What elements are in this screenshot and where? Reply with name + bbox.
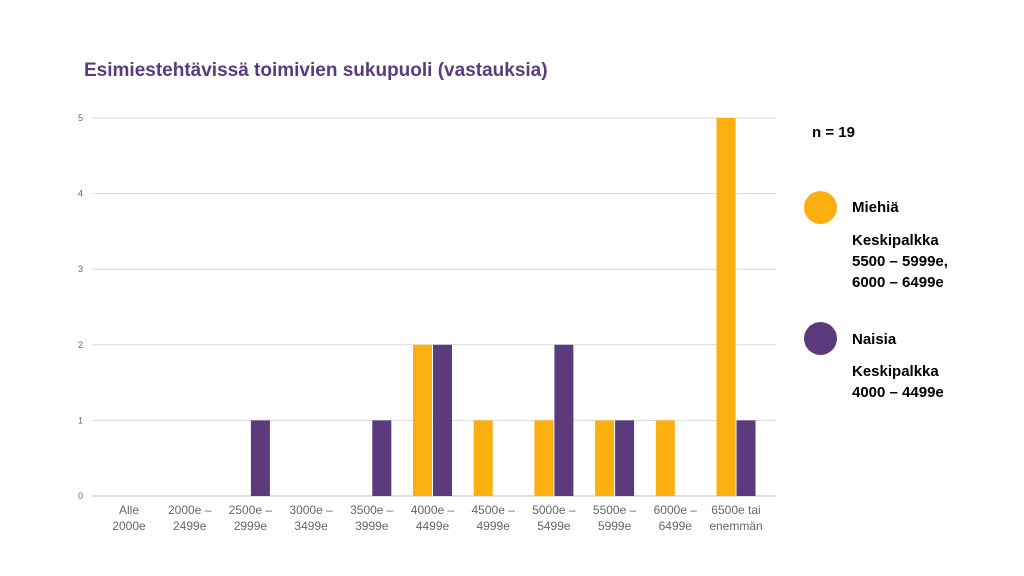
legend-men-note-line: 5500 – 5999e, (852, 253, 948, 270)
y-tick-label: 2 (78, 340, 83, 350)
bar-men (413, 344, 432, 496)
y-tick-label: 5 (78, 113, 83, 123)
bar-men (473, 420, 493, 496)
y-tick-label: 3 (78, 264, 83, 274)
bar-men (534, 420, 554, 496)
legend-women-note-line: Keskipalkka (852, 363, 939, 380)
bar-women (736, 420, 756, 496)
x-tick-label: Alle 2000e (112, 503, 146, 533)
legend-women-note: Keskipalkka 4000 – 4499e (852, 361, 944, 403)
legend-women-label: Naisia (852, 331, 897, 348)
x-tick-label: 5500e –5999e (593, 503, 637, 533)
x-tick-label: 5000e –5499e (532, 503, 576, 533)
legend-women-dot (804, 322, 837, 355)
bar-men (595, 420, 615, 496)
x-tick-label: 3500e –3999e (350, 503, 394, 533)
legend-men-dot (804, 191, 837, 224)
chart-title: Esimiestehtävissä toimivien sukupuoli (v… (84, 60, 548, 81)
y-tick-label: 1 (78, 415, 83, 425)
legend-men-label: Miehiä (852, 199, 899, 216)
bar-women (250, 420, 270, 496)
bar-men (716, 118, 736, 496)
x-tick-label: 6500e tai enemmän (709, 503, 762, 533)
sample-size-label: n = 19 (812, 124, 855, 141)
y-tick-label: 0 (78, 491, 83, 501)
x-axis-ticks: Alle 2000e 2000e –2499e 2500e –2999e 3000e –… (112, 503, 762, 533)
bars (250, 118, 756, 496)
x-tick-label: 3000e –3499e (289, 503, 333, 533)
y-axis-ticks: 0 1 2 3 4 5 (78, 113, 83, 501)
bar-women (372, 420, 392, 496)
bar-women (433, 344, 452, 496)
x-tick-label: 4000e –4499e (411, 503, 455, 533)
x-tick-label: 6000e –6499e (654, 503, 698, 533)
legend-women-note-line: 4000 – 4499e (852, 384, 944, 401)
legend-men-note-line: 6000 – 6499e (852, 274, 944, 291)
bar-women (554, 344, 574, 496)
bar-men (655, 420, 675, 496)
x-tick-label: 2500e –2999e (229, 503, 273, 533)
x-tick-label: 4500e –4999e (472, 503, 516, 533)
y-tick-label: 4 (78, 189, 83, 199)
bar-women (615, 420, 635, 496)
legend-men-note: Keskipalkka 5500 – 5999e, 6000 – 6499e (852, 230, 948, 293)
legend-men-note-line: Keskipalkka (852, 232, 939, 249)
x-tick-label: 2000e –2499e (168, 503, 212, 533)
